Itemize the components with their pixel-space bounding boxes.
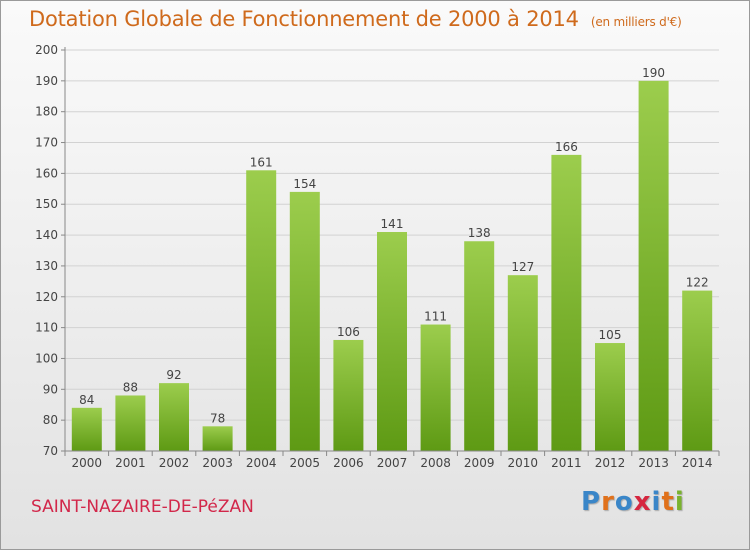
y-tick-label: 70 bbox=[43, 444, 58, 458]
bar bbox=[71, 407, 102, 451]
bar bbox=[551, 154, 582, 451]
y-tick-label: 160 bbox=[35, 166, 58, 180]
x-tick-label: 2002 bbox=[159, 456, 190, 470]
y-tick-label: 120 bbox=[35, 290, 58, 304]
bar bbox=[159, 383, 189, 451]
logo-letter: r bbox=[601, 487, 615, 517]
logo-letter: x bbox=[633, 487, 652, 517]
bar bbox=[682, 290, 713, 451]
x-tick-labels: 2000 2001 2002 2003 2004 2005 2006 2007 2008 2009… bbox=[72, 456, 713, 470]
value-label: 78 bbox=[210, 411, 225, 425]
commune-name: SAINT-NAZAIRE-DE-PéZAN bbox=[31, 497, 254, 517]
y-tick-label: 180 bbox=[35, 105, 58, 119]
chart-title: Dotation Globale de Fonctionnement de 20… bbox=[29, 7, 682, 31]
logo-letter: i bbox=[651, 487, 662, 517]
bar bbox=[289, 191, 320, 451]
bar bbox=[333, 339, 364, 451]
value-label: 92 bbox=[166, 368, 181, 382]
bar bbox=[595, 343, 625, 451]
proxiti-logo: Proxiti bbox=[581, 487, 685, 517]
x-tick-label: 2007 bbox=[377, 456, 408, 470]
x-tick-label: 2012 bbox=[595, 456, 626, 470]
bar bbox=[377, 231, 407, 451]
chart-title-text: Dotation Globale de Fonctionnement de 20… bbox=[29, 7, 579, 31]
logo-letter: t bbox=[661, 487, 675, 517]
bar bbox=[638, 80, 669, 451]
x-tick-label: 2001 bbox=[115, 456, 146, 470]
bars bbox=[71, 80, 713, 452]
x-tick-label: 2006 bbox=[333, 456, 364, 470]
x-tick-label: 2011 bbox=[551, 456, 582, 470]
logo-letter: o bbox=[614, 487, 634, 517]
chart-subtitle: (en milliers d'€) bbox=[590, 15, 682, 29]
value-label: 127 bbox=[511, 260, 534, 274]
y-tick-label: 110 bbox=[35, 321, 58, 335]
x-tick-label: 2010 bbox=[508, 456, 539, 470]
value-label: 141 bbox=[381, 217, 404, 231]
value-label: 154 bbox=[293, 177, 316, 191]
value-label: 190 bbox=[642, 66, 665, 80]
value-labels: 84 88 92 78 161 154 106 141 111 138 127 166 105 190 12… bbox=[79, 66, 708, 425]
bar bbox=[115, 395, 146, 451]
y-tick-label: 100 bbox=[35, 351, 58, 365]
x-tick-label: 2013 bbox=[638, 456, 669, 470]
bar bbox=[202, 426, 233, 451]
y-tick-label: 130 bbox=[35, 259, 58, 273]
x-tick-label: 2008 bbox=[420, 456, 451, 470]
x-tick-label: 2003 bbox=[202, 456, 233, 470]
y-tick-label: 190 bbox=[35, 74, 58, 88]
logo-letter: P bbox=[581, 487, 602, 517]
y-tick-label: 170 bbox=[35, 136, 58, 150]
value-label: 161 bbox=[250, 155, 273, 169]
logo-letter: i bbox=[674, 487, 685, 517]
bar bbox=[507, 275, 538, 451]
axes bbox=[64, 47, 719, 452]
y-tick-label: 200 bbox=[35, 43, 58, 57]
bar bbox=[464, 241, 495, 451]
value-label: 88 bbox=[123, 380, 138, 394]
value-label: 122 bbox=[686, 276, 709, 290]
x-tick-label: 2000 bbox=[72, 456, 103, 470]
value-label: 84 bbox=[79, 393, 94, 407]
y-tick-label: 140 bbox=[35, 228, 58, 242]
x-tick-label: 2009 bbox=[464, 456, 495, 470]
value-label: 106 bbox=[337, 325, 360, 339]
y-tick-label: 150 bbox=[35, 197, 58, 211]
value-label: 111 bbox=[424, 310, 447, 324]
y-tick-label: 80 bbox=[43, 413, 58, 427]
x-tick-label: 2004 bbox=[246, 456, 277, 470]
y-tick-labels: 70 80 90 100 110 120 130 140 150 160 170 180 190 200 bbox=[35, 43, 58, 458]
value-label: 166 bbox=[555, 140, 578, 154]
bar bbox=[420, 324, 451, 451]
bar bbox=[246, 170, 277, 452]
y-tick-label: 90 bbox=[43, 382, 58, 396]
value-label: 138 bbox=[468, 226, 491, 240]
value-label: 105 bbox=[599, 328, 622, 342]
x-tick-label: 2014 bbox=[682, 456, 713, 470]
x-tick-label: 2005 bbox=[290, 456, 321, 470]
